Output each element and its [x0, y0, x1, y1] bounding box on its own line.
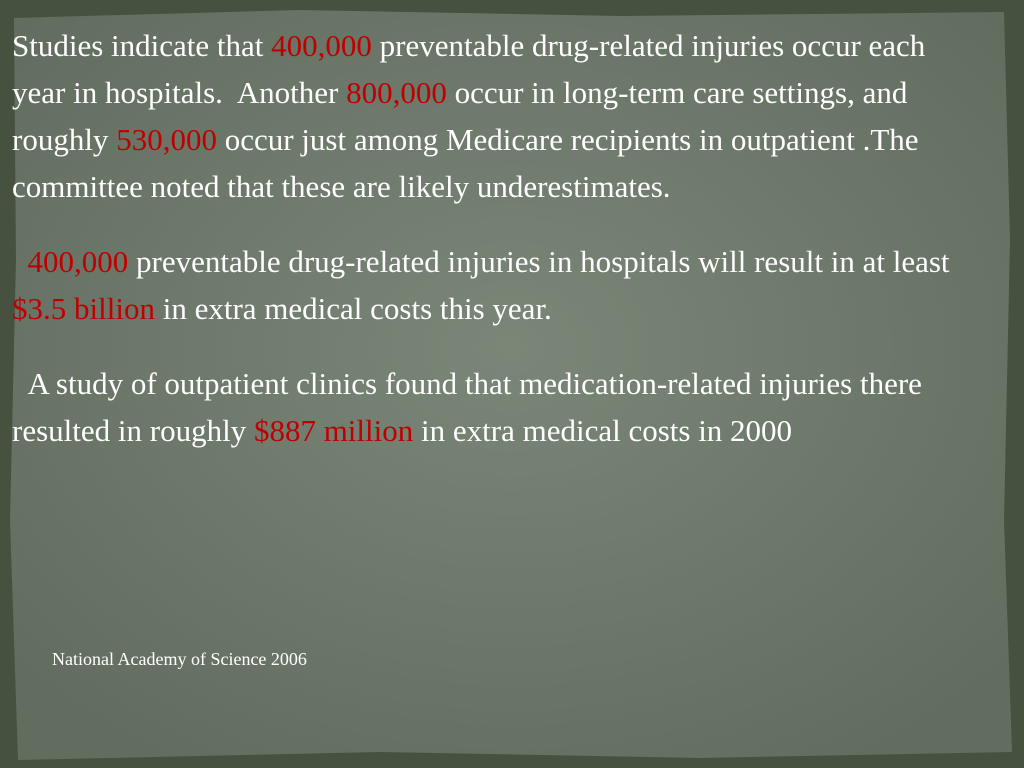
text-run: preventable drug-related injuries occur … — [12, 28, 934, 110]
highlight: $887 million — [253, 413, 414, 448]
highlight: 400,000 — [271, 28, 372, 63]
paragraph: Studies indicate that 400,000 preventabl… — [12, 22, 977, 210]
body-text: Studies indicate that 400,000 preventabl… — [12, 22, 977, 454]
paragraph: A study of outpatient clinics found that… — [12, 360, 977, 454]
highlight: 400,000 — [27, 244, 129, 279]
text-run: A study of outpatient clinics found that… — [12, 366, 930, 448]
panel — [10, 10, 1012, 760]
text-run: occur in long-term care settings, and ro… — [12, 75, 916, 157]
source: National Academy of Science 2006 — [52, 649, 307, 669]
highlight: 530,000 — [116, 122, 217, 157]
text-run: in extra medical costs this year. — [154, 291, 552, 326]
text-run: in extra medical costs in 2000 — [413, 413, 793, 448]
text-run: preventable drug-related injuries in hos… — [128, 244, 958, 279]
highlight: $3.5 billion — [12, 291, 155, 326]
paragraph: 400,000 preventable drug-related injurie… — [12, 238, 977, 332]
text-run: occur just among Medicare recipients in … — [12, 122, 927, 204]
text-run — [12, 244, 28, 279]
highlight: 800,000 — [346, 75, 447, 110]
text-run: Studies indicate that — [12, 28, 272, 63]
